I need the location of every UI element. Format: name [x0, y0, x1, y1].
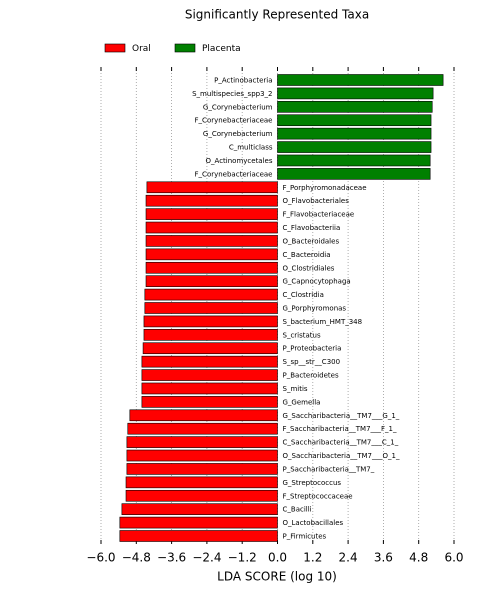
bar	[277, 127, 432, 140]
x-tick-label: −2.4	[192, 551, 221, 565]
x-tick-label: −1.2	[228, 551, 257, 565]
x-tick-label: 1.2	[303, 551, 322, 565]
category-label: F_Corynebacteriaceae	[195, 117, 273, 125]
bar	[277, 141, 432, 153]
category-label: C_Bacilli	[283, 506, 312, 514]
category-label: G_Corynebacterium	[203, 103, 273, 111]
category-label: O_Actinomycetales	[206, 157, 273, 165]
category-label: C_Saccharibacteria__TM7___C_1_	[283, 439, 399, 447]
x-tick-label: 0.0	[268, 551, 287, 565]
bar	[141, 355, 278, 368]
x-tick-label: 6.0	[444, 551, 463, 565]
bar	[277, 101, 433, 113]
bar	[146, 181, 278, 194]
chart-title: Significantly Represented Taxa	[185, 8, 369, 22]
category-label: F_Porphyromonadaceae	[283, 184, 367, 192]
bar	[121, 503, 278, 515]
bar	[145, 248, 278, 261]
bar	[141, 369, 278, 381]
legend-label: Oral	[132, 44, 151, 54]
bar	[144, 288, 278, 301]
bar	[277, 168, 431, 180]
category-label: S_cristatus	[283, 331, 321, 339]
category-label: P_Actinobacteria	[214, 77, 272, 85]
bar	[145, 194, 278, 207]
bar	[126, 463, 278, 475]
category-label: G_Corynebacterium	[203, 130, 273, 138]
bar	[145, 221, 278, 234]
category-label: F_Streptococcaceae	[283, 492, 353, 500]
x-tick-label: −4.8	[122, 551, 151, 565]
x-tick-label: 3.6	[374, 551, 393, 565]
bar	[127, 422, 278, 435]
bar	[145, 275, 278, 287]
legend-label: Placenta	[202, 44, 241, 54]
bar	[126, 449, 278, 462]
bar	[125, 476, 278, 489]
category-label: S_bacterium_HMT_348	[283, 318, 363, 326]
category-label: F_Saccharibacteria__TM7___F_1_	[283, 425, 397, 433]
category-label: G_Streptococcus	[283, 479, 342, 487]
x-tick-label: 2.4	[339, 551, 358, 565]
category-label: S_multispecies_spp3_2	[192, 90, 272, 98]
x-tick-label: −6.0	[86, 551, 115, 565]
bar	[119, 530, 278, 542]
bar	[144, 302, 278, 314]
bar	[277, 114, 432, 127]
bar	[277, 154, 431, 167]
category-label: S_sp__str__C300	[283, 358, 341, 366]
bar	[119, 516, 278, 529]
legend-swatch	[104, 43, 126, 53]
category-label: F_Flavobacteriaceae	[283, 211, 355, 219]
category-label: G_Porphyromonas	[283, 305, 347, 313]
category-label: G_Gemella	[283, 398, 321, 406]
bar	[142, 342, 278, 355]
bar	[129, 409, 278, 422]
category-label: O_Bacteroidales	[283, 237, 340, 245]
category-label: C_Bacteroidia	[283, 251, 331, 259]
category-label: F_Corynebacteriaceae	[195, 170, 273, 178]
category-label: C_Flavobacteriia	[283, 224, 341, 232]
category-label: S_mitis	[283, 385, 308, 393]
category-label: O_Saccharibacteria__TM7___O_1_	[283, 452, 400, 460]
bar	[141, 382, 278, 395]
bar	[143, 329, 278, 341]
bar	[145, 235, 278, 247]
x-axis-label: LDA SCORE (log 10)	[217, 570, 337, 584]
category-label: P_Bacteroidetes	[283, 372, 339, 380]
category-label: P_Saccharibacteria__TM7_	[283, 465, 375, 473]
bar	[277, 74, 444, 86]
category-label: P_Firmicutes	[283, 533, 327, 541]
bar	[141, 396, 278, 408]
bar	[125, 489, 278, 502]
category-label: O_Clostridiales	[283, 264, 335, 272]
bar	[145, 261, 278, 274]
category-label: O_Flavobacteriales	[283, 197, 350, 205]
x-tick-label: −3.6	[157, 551, 186, 565]
category-label: P_Proteobacteria	[283, 345, 342, 353]
category-label: C_multiclass	[229, 144, 273, 152]
x-tick-label: 4.8	[409, 551, 428, 565]
category-label: O_Lactobacillales	[283, 519, 344, 527]
legend-swatch	[174, 43, 196, 53]
bar	[126, 436, 278, 448]
bar	[277, 87, 434, 100]
category-label: G_Saccharibacteria__TM7___G_1_	[283, 412, 400, 420]
bar	[143, 315, 278, 328]
category-label: C_Clostridia	[283, 291, 324, 299]
category-label: G_Capnocytophaga	[283, 278, 351, 286]
bar	[145, 208, 278, 220]
